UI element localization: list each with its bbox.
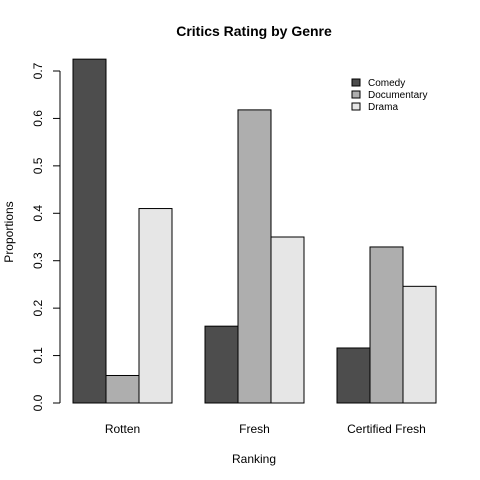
y-tick-label: 0.7 xyxy=(31,62,45,79)
y-tick-label: 0.4 xyxy=(31,205,45,222)
x-axis-tick-labels: Rotten Fresh Certified Fresh xyxy=(105,422,426,436)
bar-drama-fresh xyxy=(270,236,305,404)
legend-swatch xyxy=(351,102,361,111)
y-tick-label: 0.2 xyxy=(31,299,45,316)
legend-swatch xyxy=(351,90,361,99)
x-axis-label: Ranking xyxy=(232,452,276,466)
y-tick-label: 0.0 xyxy=(31,394,45,411)
y-tick-label: 0.6 xyxy=(31,110,45,127)
bars xyxy=(72,58,437,404)
bar-documentary-rotten xyxy=(105,374,140,404)
bar-drama-certified-fresh xyxy=(402,285,437,404)
x-tick-label: Rotten xyxy=(105,422,140,436)
bar-comedy-rotten xyxy=(72,58,107,404)
bar-comedy-certified-fresh xyxy=(336,347,371,404)
legend-label: Comedy xyxy=(368,78,405,89)
bar-comedy-fresh xyxy=(204,325,239,404)
y-axis-label: Proportions xyxy=(2,201,16,262)
x-tick-label: Certified Fresh xyxy=(347,422,426,436)
bar-documentary-certified-fresh xyxy=(369,246,404,404)
y-tick-label: 0.1 xyxy=(31,347,45,364)
x-tick-label: Fresh xyxy=(239,422,270,436)
y-tick-label: 0.3 xyxy=(31,252,45,269)
legend-swatch xyxy=(351,78,361,87)
legend-label: Documentary xyxy=(368,90,427,101)
y-tick-label: 0.5 xyxy=(31,157,45,174)
bar-documentary-fresh xyxy=(237,109,272,404)
y-axis: 0.0 0.1 0.2 0.3 0.4 0.5 0.6 0.7 xyxy=(31,62,60,411)
chart-title: Critics Rating by Genre xyxy=(176,23,332,39)
bar-drama-rotten xyxy=(138,208,173,404)
legend-label: Drama xyxy=(368,102,398,113)
